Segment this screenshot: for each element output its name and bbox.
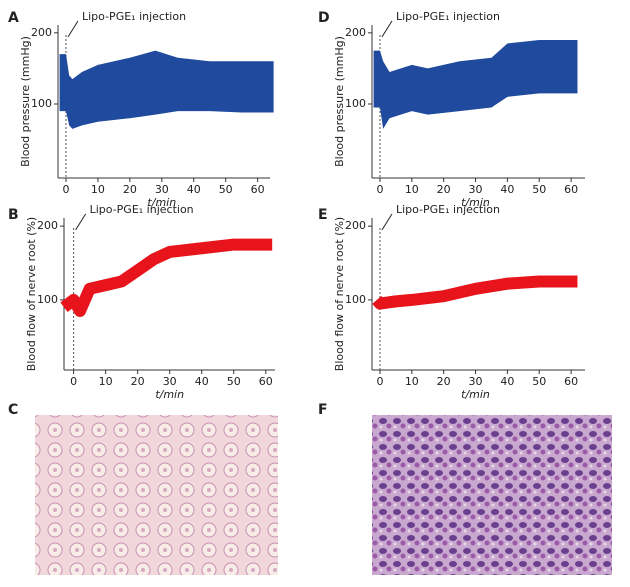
y-axis-label: Blood flow of nerve root (%) [333, 217, 346, 371]
y-tick-label: 200 [31, 26, 52, 39]
y-tick-label: 100 [31, 97, 52, 110]
y-axis-label: Blood flow of nerve root (%) [25, 217, 38, 371]
x-axis-label: t/min [461, 388, 490, 401]
x-tick-label: 30 [155, 183, 169, 196]
flow-line [60, 238, 273, 317]
injection-arrow [75, 213, 87, 231]
x-tick-label: 30 [469, 375, 483, 388]
x-tick-label: 0 [376, 183, 383, 196]
panel-label: E [318, 207, 328, 223]
y-tick-label: 100 [345, 97, 366, 110]
y-axis-label: Blood pressure (mmHg) [333, 36, 346, 167]
panel-label: C [8, 402, 18, 418]
panel-label: A [8, 10, 19, 26]
y-tick-label: 100 [37, 293, 58, 306]
x-tick-label: 50 [227, 375, 241, 388]
x-tick-label: 50 [219, 183, 233, 196]
pressure-band [373, 39, 578, 129]
y-tick-label: 100 [345, 293, 366, 306]
y-tick-label: 200 [37, 219, 58, 232]
x-axis-label: t/min [147, 196, 176, 209]
x-tick-label: 20 [437, 183, 451, 196]
injection-arrow [67, 20, 79, 38]
y-axis-label: Blood pressure (mmHg) [19, 36, 32, 167]
annotation: Lipo-PGE₁ injection [396, 10, 500, 23]
x-tick-label: 20 [123, 183, 137, 196]
panel-label: B [8, 207, 19, 223]
injection-arrow [381, 213, 393, 231]
x-tick-label: 30 [163, 375, 177, 388]
x-tick-label: 20 [131, 375, 145, 388]
pressure-band [59, 50, 274, 129]
x-tick-label: 40 [500, 183, 514, 196]
x-tick-label: 40 [195, 375, 209, 388]
x-tick-label: 0 [62, 183, 69, 196]
x-tick-label: 0 [376, 375, 383, 388]
x-tick-label: 10 [91, 183, 105, 196]
x-tick-label: 30 [469, 183, 483, 196]
x-tick-label: 50 [532, 183, 546, 196]
x-tick-label: 20 [437, 375, 451, 388]
x-tick-label: 60 [251, 183, 265, 196]
x-tick-label: 60 [564, 183, 578, 196]
injection-arrow [381, 20, 393, 38]
x-axis-label: t/min [155, 388, 184, 401]
x-axis-label: t/min [461, 196, 490, 209]
x-tick-label: 10 [405, 375, 419, 388]
x-tick-label: 0 [70, 375, 77, 388]
x-tick-label: 10 [99, 375, 113, 388]
x-tick-label: 50 [532, 375, 546, 388]
y-tick-label: 200 [345, 26, 366, 39]
annotation: Lipo-PGE₁ injection [90, 203, 194, 216]
x-tick-label: 40 [500, 375, 514, 388]
histology-image [35, 415, 278, 575]
x-tick-label: 60 [564, 375, 578, 388]
panel-label: F [318, 402, 328, 418]
annotation: Lipo-PGE₁ injection [82, 10, 186, 23]
histology-image [372, 415, 612, 575]
panel-label: D [318, 10, 330, 26]
annotation: Lipo-PGE₁ injection [396, 203, 500, 216]
x-tick-label: 60 [259, 375, 273, 388]
x-tick-label: 40 [187, 183, 201, 196]
flow-line [372, 275, 578, 310]
y-tick-label: 200 [345, 219, 366, 232]
x-tick-label: 10 [405, 183, 419, 196]
